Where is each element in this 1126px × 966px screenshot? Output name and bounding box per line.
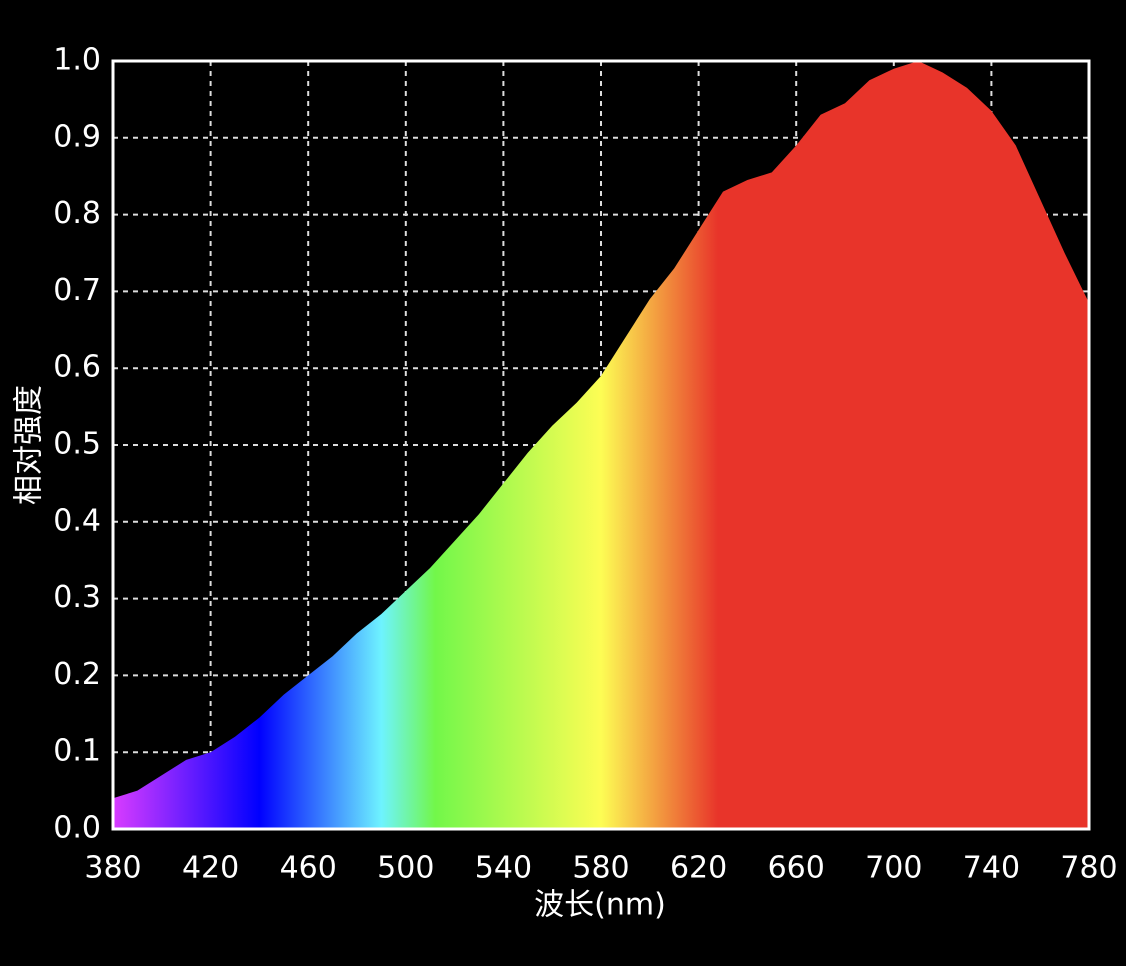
x-tick-label: 580 <box>572 851 629 886</box>
spectrum-area <box>113 61 1089 829</box>
y-tick-label: 0.9 <box>53 119 101 154</box>
y-tick-label: 0.7 <box>53 273 101 308</box>
x-tick-label: 780 <box>1060 851 1117 886</box>
y-tick-label: 0.6 <box>53 350 101 385</box>
x-tick-label: 620 <box>670 851 727 886</box>
y-tick-label: 0.3 <box>53 580 101 615</box>
x-tick-label: 740 <box>963 851 1020 886</box>
y-tick-label: 1.0 <box>53 43 101 78</box>
x-tick-label: 540 <box>475 851 532 886</box>
x-axis-label: 波长(nm) <box>534 888 666 923</box>
y-tick-label: 0.4 <box>53 503 101 538</box>
y-tick-label: 0.2 <box>53 657 101 692</box>
x-tick-label: 500 <box>377 851 434 886</box>
x-tick-label: 660 <box>768 851 825 886</box>
tick-labels: 0.0 0.1 0.2 0.3 0.4 0.5 0.6 0.7 0.8 0.9 1.0 380 420 4… <box>53 43 1117 886</box>
y-tick-label: 0.8 <box>53 196 101 231</box>
y-axis-label: 相对强度 <box>12 385 47 505</box>
x-tick-label: 700 <box>865 851 922 886</box>
x-tick-label: 460 <box>280 851 337 886</box>
y-tick-label: 0.1 <box>53 734 101 769</box>
x-tick-label: 380 <box>84 851 141 886</box>
y-tick-label: 0.0 <box>53 811 101 846</box>
y-tick-label: 0.5 <box>53 427 101 462</box>
plot-frame <box>111 59 1091 831</box>
x-tick-label: 420 <box>182 851 239 886</box>
plot <box>113 61 1089 829</box>
